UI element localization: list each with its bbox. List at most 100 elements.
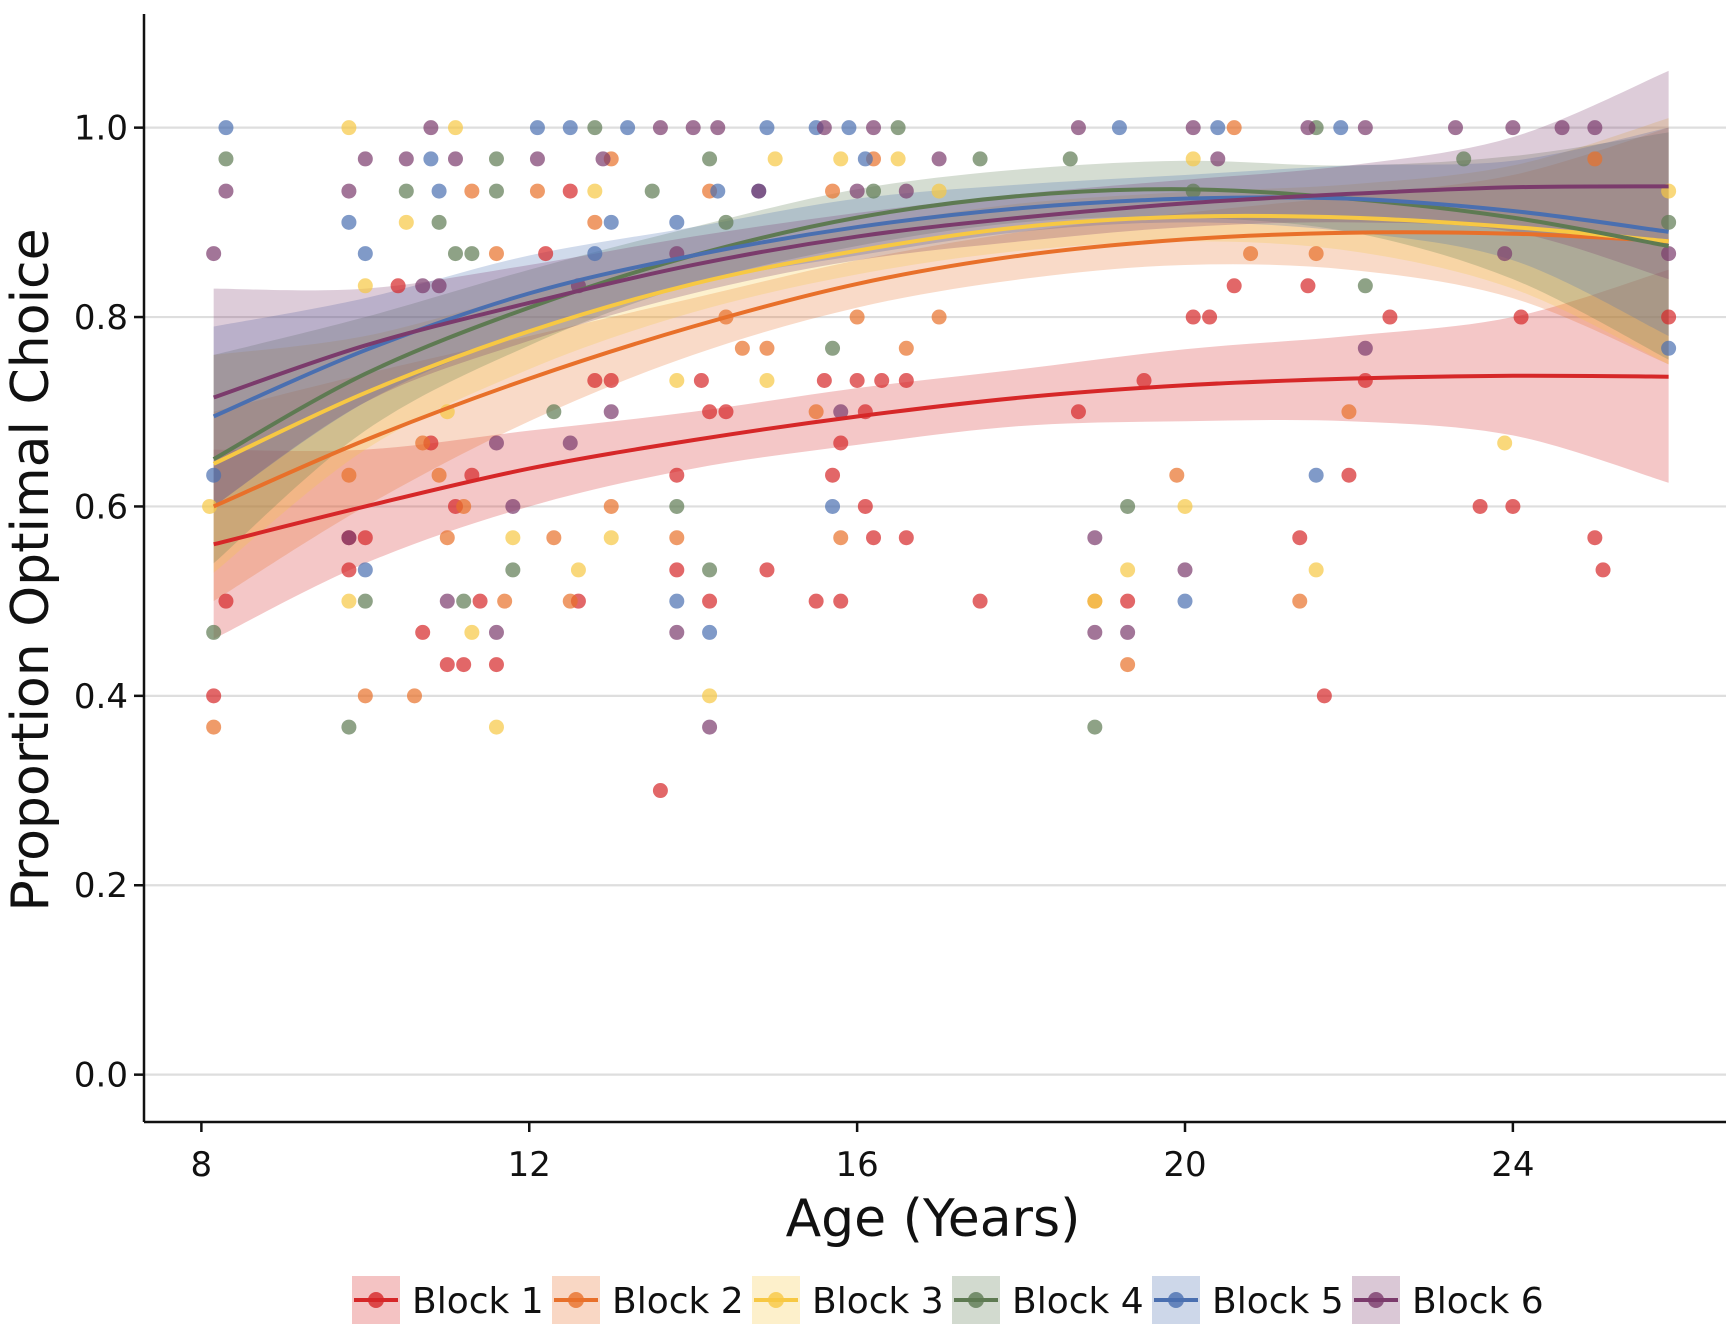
x-axis-title: Age (Years) — [786, 1189, 1081, 1249]
block-5-point — [357, 562, 373, 578]
block-1-point — [825, 467, 841, 483]
block-4-confidence-band — [213, 132, 1669, 564]
block-6-point — [702, 719, 718, 735]
block-5-point — [1111, 120, 1127, 136]
block-4-point — [488, 183, 504, 199]
block-1-point — [669, 562, 685, 578]
block-4-point — [1357, 278, 1373, 294]
block-6-point — [816, 120, 832, 136]
block-4-point — [972, 151, 988, 167]
block-2-point — [464, 183, 480, 199]
block-6-point — [685, 120, 701, 136]
block-4-point — [341, 719, 357, 735]
block-5-point — [702, 624, 718, 640]
block-2-point — [833, 530, 849, 546]
block-3-point — [341, 593, 357, 609]
block-5-point — [529, 120, 545, 136]
block-6-point — [431, 278, 447, 294]
block-1-point — [833, 593, 849, 609]
block-4-point — [1456, 151, 1472, 167]
block-6-point — [1210, 151, 1226, 167]
block-3-point — [1120, 562, 1136, 578]
block-2-fit-line — [212, 230, 1669, 509]
block-3-point — [447, 120, 463, 136]
block-4-point — [644, 183, 660, 199]
block-6-point — [562, 435, 578, 451]
block-6-point — [751, 183, 767, 199]
block-2-point — [546, 530, 562, 546]
y-axis-title: Proportion Optimal Choice — [1, 228, 61, 911]
block-6-point — [1087, 624, 1103, 640]
block-2-point — [825, 183, 841, 199]
block-4-fit-line — [212, 187, 1669, 461]
block-3-point — [570, 562, 586, 578]
block-5-point — [669, 214, 685, 230]
block-1-point — [1595, 562, 1611, 578]
block-1-point — [972, 593, 988, 609]
block-6-point — [398, 151, 414, 167]
block-1-point — [1202, 309, 1218, 325]
block-1-point — [1070, 404, 1086, 420]
block-6-point — [1185, 120, 1201, 136]
legend-label: Block 5 — [1212, 1281, 1344, 1322]
block-1-point — [898, 372, 914, 388]
block-5-point — [825, 498, 841, 514]
x-tick-label: 8 — [191, 1145, 213, 1185]
block-3-point — [1308, 562, 1324, 578]
block-2-point — [1120, 657, 1136, 673]
block-2-point — [898, 340, 914, 356]
block-1-point — [866, 530, 882, 546]
legend-item-block-1: Block 1 — [352, 1276, 544, 1324]
block-1-point — [1505, 498, 1521, 514]
block-1-point — [1185, 309, 1201, 325]
x-tick-label: 16 — [835, 1145, 878, 1185]
block-6-point — [1357, 120, 1373, 136]
block-1-point — [1292, 530, 1308, 546]
block-5-point — [431, 183, 447, 199]
block-6-point — [357, 151, 373, 167]
block-1-point — [857, 498, 873, 514]
block-4-point — [546, 404, 562, 420]
block-5-point — [710, 183, 726, 199]
block-6-point — [1177, 562, 1193, 578]
block-4-point — [866, 183, 882, 199]
block-1-point — [603, 372, 619, 388]
block-6-point — [866, 120, 882, 136]
block-4-point — [1120, 498, 1136, 514]
block-4-point — [464, 246, 480, 262]
block-5-point — [669, 593, 685, 609]
block-6-point — [1587, 120, 1603, 136]
block-2-point — [669, 530, 685, 546]
block-5-point — [841, 120, 857, 136]
block-2-point — [456, 498, 472, 514]
block-1-point — [456, 657, 472, 673]
block-1-point — [390, 278, 406, 294]
block-3-point — [603, 530, 619, 546]
block-6-confidence-band — [213, 70, 1669, 507]
block-6-point — [931, 151, 947, 167]
block-5-point — [620, 120, 636, 136]
block-5-confidence-band — [213, 127, 1669, 507]
block-4-point — [825, 340, 841, 356]
legend-item-block-4: Block 4 — [952, 1276, 1144, 1324]
block-3-point — [669, 372, 685, 388]
block-1-point — [1316, 688, 1332, 704]
legend-item-block-5: Block 5 — [1152, 1276, 1344, 1324]
block-1-point — [488, 657, 504, 673]
block-6-point — [423, 120, 439, 136]
x-tick-label: 20 — [1163, 1145, 1206, 1185]
block-4-point — [456, 593, 472, 609]
block-3-point — [488, 719, 504, 735]
block-3-point — [1497, 435, 1513, 451]
legend: Block 1 Block 2 Block 3 Block 4 Block 5 Block… — [352, 1276, 1544, 1324]
block-4-point — [702, 151, 718, 167]
block-2-point — [759, 340, 775, 356]
block-1-point — [1136, 372, 1152, 388]
legend-key-point — [768, 1292, 784, 1308]
x-tick-label: 12 — [508, 1145, 551, 1185]
block-1-point — [587, 372, 603, 388]
block-5-point — [1210, 120, 1226, 136]
block-2-point — [341, 467, 357, 483]
block-2-point — [431, 467, 447, 483]
block-3-point — [931, 183, 947, 199]
